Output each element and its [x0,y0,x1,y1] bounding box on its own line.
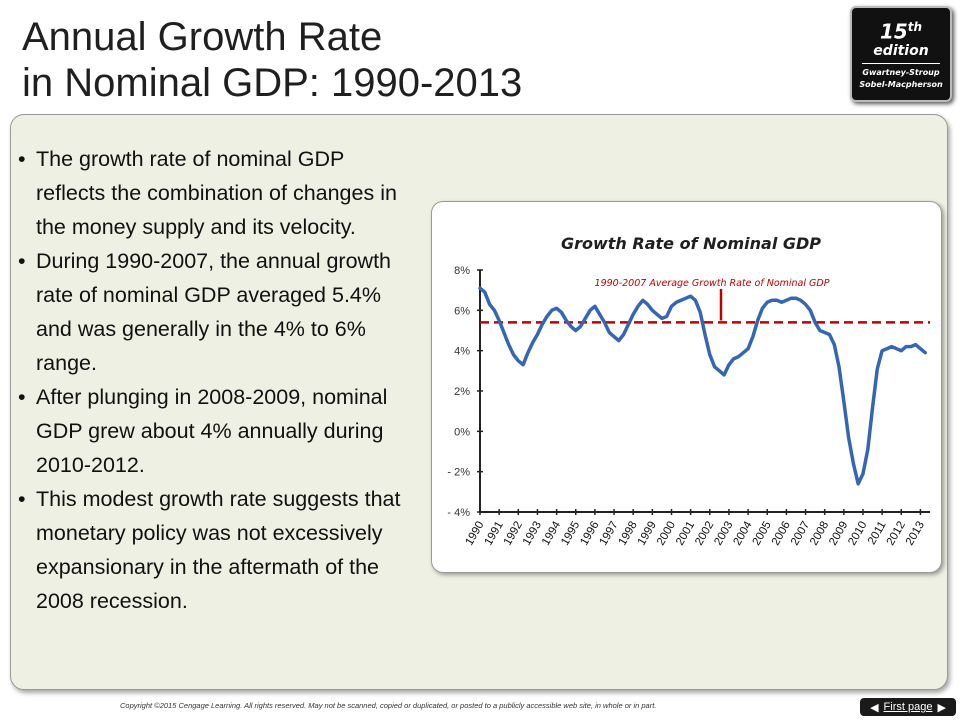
bullet-item: The growth rate of nominal GDP reflects … [18,142,418,244]
edition-number: 15th [852,16,950,43]
x-tick-label: 1998 [617,520,640,548]
x-tick-label: 1994 [540,519,563,548]
edition-badge: 15th edition Gwartney-Stroup Sobel-Macph… [850,6,952,102]
badge-divider [862,62,940,64]
y-tick-label: 6% [454,305,470,317]
first-page-label: First page [883,701,933,713]
edition-suffix: th [907,20,923,34]
x-tick-label: 1992 [502,520,525,548]
x-tick-label: 1996 [578,520,601,548]
edition-number-value: 15 [879,19,908,44]
reference-layer [480,289,930,324]
x-tick-label: 2002 [693,520,716,548]
slide-title-line1: Annual Growth Rate [22,15,383,59]
y-tick-label: 0% [454,426,470,438]
nominal-gdp-growth-chart: Growth Rate of Nominal GDP 1990-2007 Ave… [447,234,930,548]
x-tick-label: 2009 [827,520,850,548]
x-tick-label: 1990 [463,520,486,548]
x-tick-label: 2005 [751,520,774,548]
chart-panel: Growth Rate of Nominal GDP 1990-2007 Ave… [431,201,942,573]
x-tick-label: 1993 [521,520,544,548]
x-tick-label: 2006 [770,520,793,548]
edition-word: edition [873,42,929,59]
reference-line-label: 1990-2007 Average Growth Rate of Nominal… [595,278,830,289]
x-tick-label: 1997 [597,520,620,548]
x-tick-label: 2003 [712,520,735,548]
x-tick-label: 2013 [904,520,927,548]
y-tick-label: 2% [454,386,470,398]
first-page-button[interactable]: ◀ First page ▶ [860,698,956,716]
bullet-item: During 1990-2007, the annual growth rate… [18,244,418,380]
x-tick-label: 1999 [636,520,659,548]
series-layer [478,286,927,486]
authors-line2: Sobel-Macpherson [859,79,943,89]
x-tick-label: 2007 [789,520,812,548]
arrow-left-icon: ◀ [870,701,879,714]
badge-authors: Gwartney-Stroup Sobel-Macpherson [852,67,950,91]
x-tick-label: 1995 [559,520,582,548]
y-tick-label: - 2% [447,467,470,479]
x-tick-label: 2010 [846,520,869,548]
x-tick-label: 2012 [885,520,908,548]
slide-title-line2: in Nominal GDP: 1990-2013 [22,61,523,105]
bullet-item: After plunging in 2008-2009, nominal GDP… [18,380,418,482]
y-tick-label: 8% [454,265,470,277]
x-tick-label: 2008 [808,520,831,548]
x-tick-label: 1991 [483,520,506,548]
x-tick-label: 2001 [674,520,697,548]
y-axis: 8% 6% 4% 2% 0% - 2% - 4% [447,265,483,519]
gdp-growth-series-line [478,286,927,486]
copyright-notice: Copyright ©2015 Cengage Learning. All ri… [120,701,657,710]
bullet-list: The growth rate of nominal GDP reflects … [18,142,418,618]
authors-line1: Gwartney-Stroup [862,67,940,77]
x-tick-label: 2004 [731,519,754,548]
y-tick-label: - 4% [447,507,470,519]
bullet-item: This modest growth rate suggests that mo… [18,482,418,618]
x-axis: 1990199119921993199419951996199719981999… [463,509,930,548]
chart-title: Growth Rate of Nominal GDP [561,234,821,253]
arrow-right-icon: ▶ [937,701,946,714]
y-tick-label: 4% [454,346,470,358]
slide-title: Annual Growth Rate in Nominal GDP: 1990-… [22,14,522,106]
x-tick-label: 2000 [655,520,678,548]
